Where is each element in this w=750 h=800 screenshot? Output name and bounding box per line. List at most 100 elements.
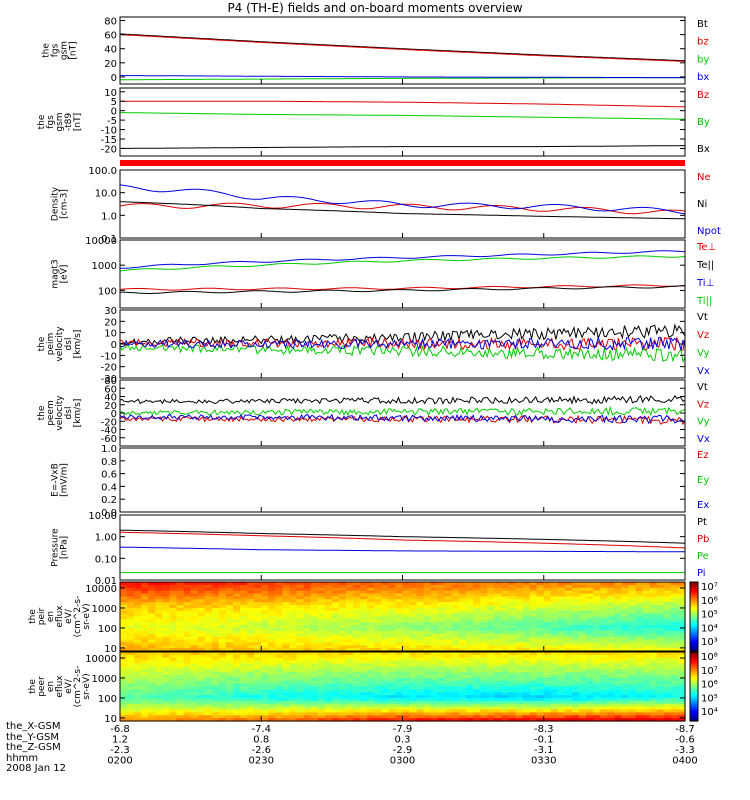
heatmap-cell xyxy=(261,677,269,682)
heatmap-cell xyxy=(670,645,679,649)
heatmap-cell xyxy=(162,686,171,690)
heatmap-cell xyxy=(430,695,439,699)
heatmap-cell xyxy=(663,587,672,592)
heatmap-cell xyxy=(635,718,644,722)
heatmap-cell xyxy=(579,590,587,595)
heatmap-cell xyxy=(536,666,545,670)
heatmap-cell xyxy=(451,616,460,620)
heatmap-cell xyxy=(331,633,340,638)
heatmap-cell xyxy=(233,639,241,643)
heatmap-cell xyxy=(367,636,375,641)
heatmap-cell xyxy=(289,672,298,676)
heatmap-cell xyxy=(550,622,559,626)
heatmap-cell xyxy=(670,593,679,597)
colorbar-segment xyxy=(690,717,698,720)
heatmap-cell xyxy=(586,628,594,632)
heatmap-cell xyxy=(261,584,269,589)
heatmap-cell xyxy=(190,663,199,667)
heatmap-cell xyxy=(353,596,361,600)
legend-entry-Vy: Vy xyxy=(697,348,710,359)
heatmap-cell xyxy=(388,715,397,719)
heatmap-cell xyxy=(656,654,665,659)
heatmap-cell xyxy=(430,613,439,618)
heatmap-cell xyxy=(317,686,326,690)
heatmap-cell xyxy=(162,645,171,649)
heatmap-cell xyxy=(409,613,418,618)
heatmap-cell xyxy=(324,663,333,667)
heatmap-cell xyxy=(162,672,171,676)
colorbar-segment xyxy=(690,592,698,595)
heatmap-cell xyxy=(360,590,368,595)
heatmap-cell xyxy=(529,622,538,626)
heatmap-cell xyxy=(289,700,298,705)
heatmap-cell xyxy=(197,666,206,670)
colorbar-segment xyxy=(690,587,698,590)
heatmap-cell xyxy=(635,630,644,635)
legend-entry-Pe: Pe xyxy=(697,551,709,562)
heatmap-cell xyxy=(480,625,488,629)
heatmap-cell xyxy=(324,718,333,722)
heatmap-cell xyxy=(247,683,255,688)
heatmap-cell xyxy=(437,686,446,690)
heatmap-cell xyxy=(628,652,637,656)
heatmap-cell xyxy=(564,648,573,652)
heatmap-cell xyxy=(480,709,488,713)
heatmap-cell xyxy=(331,639,340,643)
heatmap-cell xyxy=(515,706,524,711)
heatmap-cell xyxy=(501,680,510,685)
colorbar-segment xyxy=(690,582,698,585)
heatmap-cell xyxy=(176,660,185,665)
heatmap-cell xyxy=(579,692,587,696)
heatmap-cell xyxy=(579,613,587,618)
heatmap-cell xyxy=(416,610,425,615)
heatmap-cell xyxy=(628,698,637,702)
heatmap-cell xyxy=(416,628,425,632)
heatmap-cell xyxy=(190,698,199,702)
heatmap-cell xyxy=(473,718,481,722)
heatmap-cell xyxy=(423,718,432,722)
heatmap-cell xyxy=(204,587,213,592)
heatmap-cell xyxy=(176,587,185,592)
heatmap-cell xyxy=(642,680,651,685)
heatmap-cell xyxy=(388,584,397,589)
heatmap-cell xyxy=(127,642,135,646)
heatmap-cell xyxy=(416,582,425,586)
heatmap-cell xyxy=(162,703,171,708)
heatmap-cell xyxy=(607,689,615,693)
heatmap-cell xyxy=(677,584,686,589)
heatmap-cell xyxy=(247,648,255,652)
heatmap-cell xyxy=(501,610,510,615)
heatmap-cell xyxy=(360,610,368,615)
heatmap-cell xyxy=(437,639,446,643)
heatmap-cell xyxy=(240,666,248,670)
heatmap-cell xyxy=(586,709,594,713)
heatmap-cell xyxy=(388,619,397,623)
heatmap-cell xyxy=(635,692,644,696)
series-line-By xyxy=(120,112,686,120)
heatmap-cell xyxy=(430,587,439,592)
heatmap-cell xyxy=(642,695,651,699)
heatmap-cell xyxy=(557,695,566,699)
heatmap-cell xyxy=(388,669,397,673)
heatmap-cell xyxy=(338,605,347,609)
heatmap-cell xyxy=(395,593,404,597)
heatmap-cell xyxy=(600,669,608,673)
heatmap-cell xyxy=(374,584,382,589)
heatmap-cell xyxy=(247,695,255,699)
heatmap-cell xyxy=(494,700,502,705)
heatmap-cell xyxy=(430,669,439,673)
y-tick-label: -5 xyxy=(107,116,117,127)
colorbar-segment xyxy=(690,703,698,707)
colorbar-segment xyxy=(690,662,698,665)
heatmap-cell xyxy=(564,680,573,685)
heatmap-cell xyxy=(649,675,658,679)
heatmap-cell xyxy=(529,642,538,646)
heatmap-cell xyxy=(529,587,538,592)
legend-entry-Npot: Npot xyxy=(697,226,721,237)
heatmap-cell xyxy=(204,695,213,699)
heatmap-cell xyxy=(649,680,658,685)
heatmap-cell xyxy=(353,619,361,623)
heatmap-cell xyxy=(628,700,637,705)
heatmap-cell xyxy=(437,652,446,656)
heatmap-cell xyxy=(346,619,354,623)
